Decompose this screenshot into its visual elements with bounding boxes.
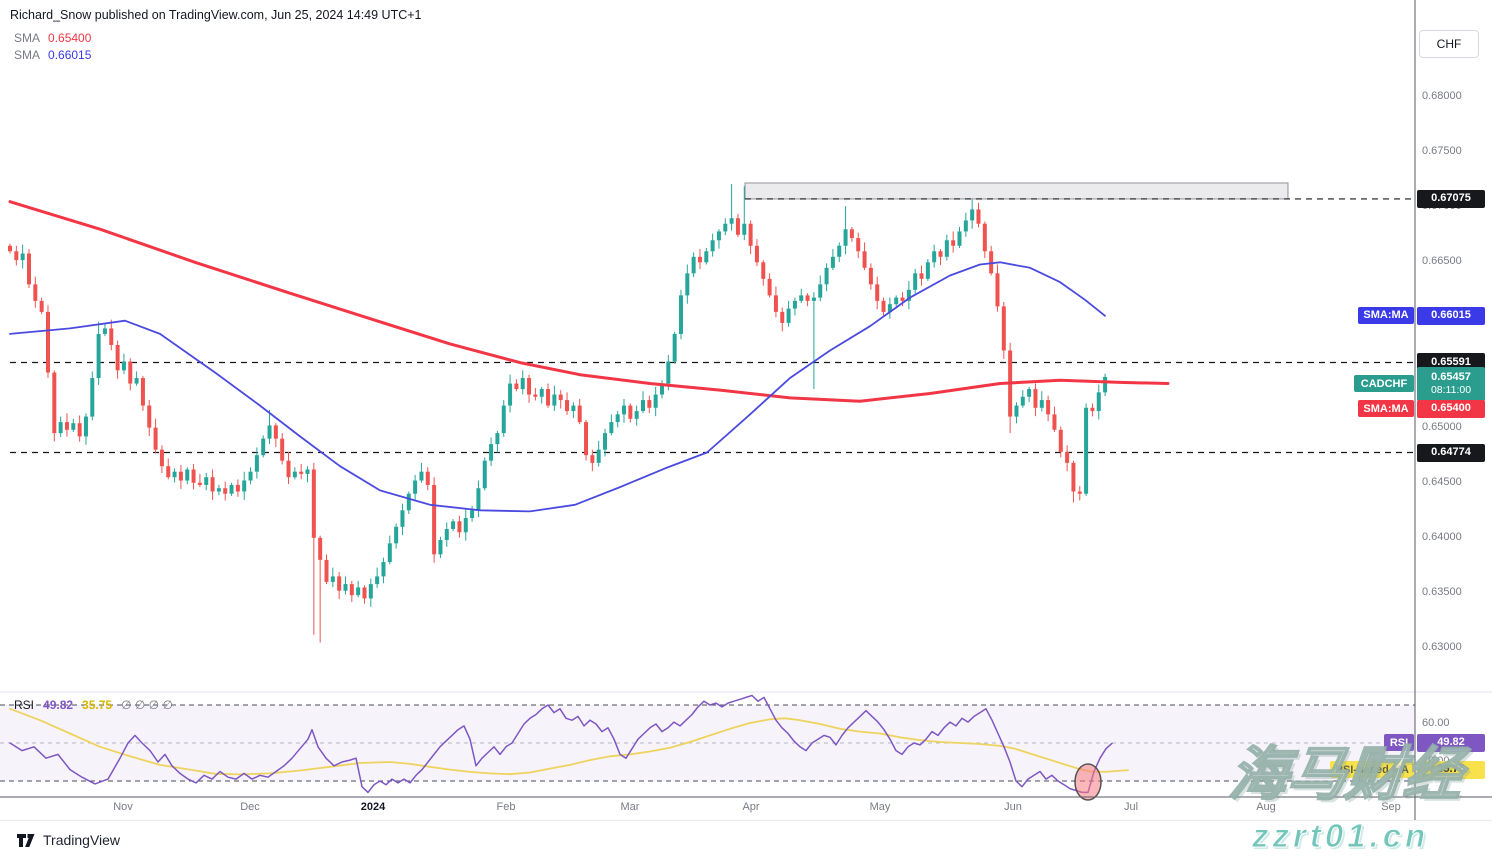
month-label-Apr: Apr — [742, 801, 760, 813]
price-tick: 0.64000 — [1422, 530, 1462, 543]
sma-label: SMA — [14, 48, 41, 62]
month-label-Dec: Dec — [240, 801, 260, 813]
rsi-indicator-legend[interactable]: RSI 49.82 35.75 ∅ ∅ ∅ ∅ — [14, 698, 173, 712]
sma-legend-row[interactable]: SMA 0.65400 — [14, 31, 91, 45]
price-tick: 0.63500 — [1422, 585, 1462, 598]
sma-blue-pill: SMA:MA — [1358, 306, 1414, 324]
currency-button[interactable]: CHF — [1419, 30, 1479, 58]
rsi-line[interactable] — [9, 694, 1113, 794]
sma-legend-row[interactable]: SMA 0.66015 — [14, 48, 91, 62]
sma-value: 0.65400 — [48, 31, 92, 45]
candlestick-series — [8, 184, 1108, 643]
rsi-value-badge: 49.82 — [1417, 734, 1485, 753]
watermark-text-cn: 海马财经 — [1226, 741, 1467, 808]
rsi-title: RSI — [14, 698, 35, 712]
sma-red-badge: 0.65400 — [1417, 400, 1485, 418]
sma-value: 0.66015 — [48, 48, 92, 62]
resistance-zone[interactable] — [744, 182, 1289, 200]
sma-blue-line[interactable] — [9, 261, 1106, 513]
rsi-ma-current-value: 35.75 — [82, 698, 113, 712]
rsi-empty-params: ∅ ∅ ∅ ∅ — [121, 698, 173, 712]
price-tick: 0.66500 — [1422, 255, 1462, 268]
price-tick: 0.67500 — [1422, 145, 1462, 158]
month-label-Nov: Nov — [113, 801, 133, 813]
rsi-ma-value-badge: 35.75 — [1417, 761, 1485, 780]
rsi-circle-annotation[interactable] — [1074, 763, 1102, 801]
level-67075-badge: 0.67075 — [1417, 189, 1485, 208]
rsi-ma-value-pill: RSI-based MA — [1330, 761, 1414, 779]
tradingview-logo-text: TradingView — [43, 832, 121, 848]
sma-red-pill: SMA:MA — [1358, 400, 1414, 417]
month-label-Feb: Feb — [496, 801, 516, 813]
rsi-value-pill: RSI — [1384, 734, 1414, 752]
publish-info: Richard_Snow published on TradingView.co… — [10, 8, 422, 22]
last-price-badge: 0.65457 08:11:00 — [1417, 367, 1485, 401]
month-label-May: May — [869, 801, 891, 813]
month-label-Aug: Aug — [1256, 801, 1276, 813]
month-label-Jun: Jun — [1004, 801, 1022, 813]
tradingview-logo-icon — [17, 834, 35, 847]
month-label-Sep: Sep — [1381, 801, 1401, 813]
price-tick: 0.64500 — [1422, 475, 1462, 488]
price-tick: 0.68000 — [1422, 90, 1462, 102]
sma-red-line[interactable] — [8, 200, 1170, 403]
sma-blue-badge: 0.66015 — [1417, 306, 1485, 325]
level-64774-badge: 0.64774 — [1417, 443, 1485, 462]
price-tick: 0.65000 — [1422, 420, 1462, 433]
footer-branding[interactable]: TradingView — [16, 831, 120, 849]
sma-label: SMA — [14, 31, 41, 45]
month-label-2024: 2024 — [360, 801, 386, 813]
price-tick: 0.63000 — [1422, 641, 1462, 654]
last-price-pill: CADCHF — [1354, 375, 1414, 392]
watermark-text-url: zzrt01.cn — [1251, 817, 1430, 855]
time-axis[interactable]: Nov Dec 2024 Feb Mar Apr May Jun Jul Aug Sep — [0, 799, 1492, 819]
level-65591-badge: 0.65591 — [1417, 353, 1485, 372]
month-label-Mar: Mar — [620, 801, 640, 813]
rsi-tick: 60.00 — [1422, 717, 1450, 729]
indicator-legend: SMA 0.65400 SMA 0.66015 — [14, 31, 91, 65]
rsi-current-value: 49.82 — [43, 698, 74, 712]
rsi-ma-line[interactable] — [9, 707, 1129, 776]
month-label-Jul: Jul — [1123, 801, 1139, 813]
price-axis[interactable]: 0.680000.675000.670000.665000.650000.645… — [1416, 0, 1492, 797]
